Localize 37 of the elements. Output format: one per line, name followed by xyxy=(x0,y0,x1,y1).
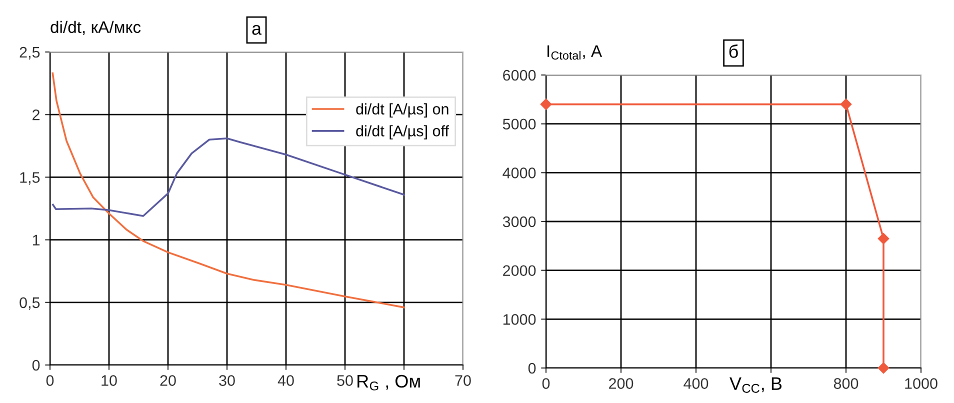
y-tick-label: 0 xyxy=(528,362,536,374)
x-tick-label: 1000 xyxy=(905,378,938,389)
y-tick-label: 1000 xyxy=(503,314,536,325)
x-tick-label: 0 xyxy=(542,378,550,389)
y-axis-title: I$_{Ctotal}$, А xyxy=(548,45,602,60)
x-tick-label: 70 xyxy=(455,375,471,386)
x-tick-label: 40 xyxy=(278,375,294,386)
chart-title: б xyxy=(729,44,738,58)
y-tick-label: 0,5 xyxy=(20,297,40,310)
x-axis-title: R$_{G}$ , Ом xyxy=(358,374,420,390)
x-axis-title: V$_{CC}$, В xyxy=(730,377,782,393)
y-tick-label: 2 xyxy=(32,109,40,120)
x-tick-label: 400 xyxy=(684,378,708,389)
y-tick-label: 2000 xyxy=(503,265,536,276)
y-tick-label: 1,5 xyxy=(20,172,40,185)
y-axis-title: di/dt, кА/мкс xyxy=(50,20,141,36)
x-tick-label: 200 xyxy=(609,378,634,389)
y-tick-label: 5000 xyxy=(502,118,536,130)
legend-label: di/dt [A/µs] on xyxy=(356,103,448,118)
y-tick-label: 2,5 xyxy=(20,46,40,60)
point xyxy=(878,232,890,244)
y-tick-label: 3000 xyxy=(502,216,536,228)
x-tick-label: 10 xyxy=(102,375,117,386)
point xyxy=(840,98,852,110)
x-tick-label: 50 xyxy=(337,375,353,386)
y-tick-label: 1 xyxy=(32,234,40,246)
x-tick-label: 800 xyxy=(834,378,858,389)
point xyxy=(878,362,890,374)
y-tick-label: 6000 xyxy=(503,70,536,81)
y-tick-label: 4000 xyxy=(502,168,536,178)
x-tick-label: 30 xyxy=(219,375,235,386)
chart-title: а xyxy=(252,24,262,35)
x-tick-label: 0 xyxy=(46,375,54,386)
point xyxy=(540,98,552,110)
x-tick-label: 20 xyxy=(160,375,176,386)
legend-label: di/dt [A/µs] off xyxy=(356,125,449,140)
y-tick-label: 0 xyxy=(32,360,40,371)
